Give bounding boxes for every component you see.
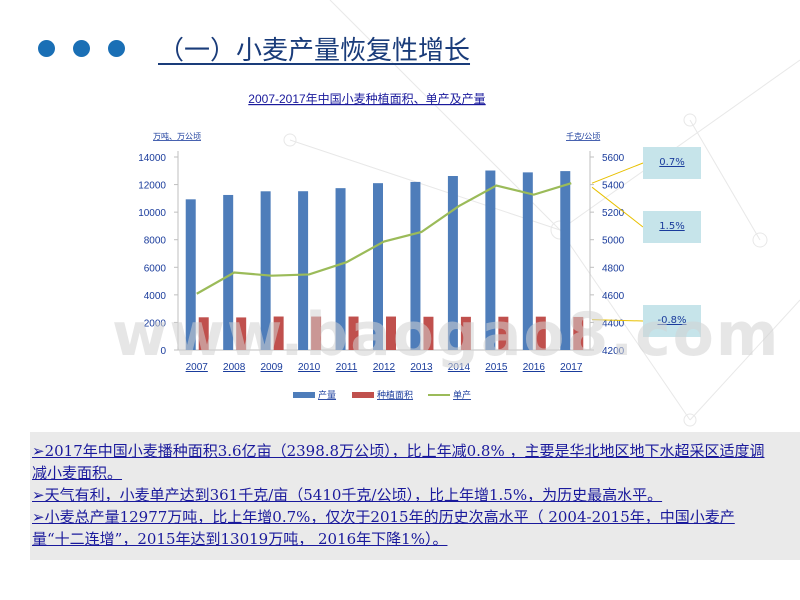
- x-tick-label: 2013: [410, 362, 433, 373]
- callout-area-change: -0.8%: [643, 305, 701, 337]
- left-tick-label: 12000: [138, 181, 166, 192]
- bar-output: [223, 194, 234, 350]
- bar-output: [447, 176, 458, 350]
- bar-output: [373, 183, 383, 350]
- left-tick-label: 8000: [144, 236, 167, 247]
- left-tick-label: 6000: [144, 263, 167, 274]
- dot-icon: [38, 40, 55, 57]
- x-tick-label: 2012: [373, 362, 396, 373]
- bar-output: [298, 191, 309, 350]
- right-tick-label: 4600: [602, 291, 625, 302]
- bar-area: [273, 316, 284, 350]
- bar-area: [311, 316, 322, 350]
- bullet-output: ➢小麦总产量12977万吨，比上年增0.7%，仅次于2015年的历史次高水平（ …: [32, 508, 735, 548]
- bar-output: [260, 191, 271, 350]
- right-tick-label: 4200: [602, 346, 625, 357]
- x-tick-label: 2008: [223, 362, 246, 373]
- bar-output: [185, 199, 196, 350]
- leader-line-output: [591, 162, 644, 184]
- bullet-area: ➢2017年中国小麦播种面积3.6亿亩（2398.8万公顷），比上年减0.8% …: [32, 442, 765, 482]
- legend-yield-label: 单产: [453, 389, 471, 400]
- leader-line-yield: [591, 186, 644, 228]
- bar-area: [573, 316, 584, 350]
- x-tick-label: 2016: [523, 362, 546, 373]
- right-tick-label: 4400: [602, 318, 625, 329]
- bar-area: [236, 317, 247, 350]
- x-tick-label: 2017: [560, 362, 583, 373]
- callout-output-change: 0.7%: [643, 147, 701, 179]
- x-tick-label: 2009: [261, 362, 284, 373]
- left-tick-label: 10000: [138, 208, 166, 219]
- left-tick-label: 14000: [138, 153, 166, 164]
- legend-area-label: 种植面积: [377, 389, 413, 400]
- left-tick-label: 0: [160, 346, 166, 357]
- x-tick-label: 2015: [485, 362, 508, 373]
- bar-area: [198, 317, 209, 350]
- legend-area-swatch: [352, 392, 374, 398]
- dot-icon: [108, 40, 125, 57]
- chart-title: 2007-2017年中国小麦种植面积、单产及产量: [248, 91, 485, 106]
- left-tick-label: 2000: [144, 318, 167, 329]
- bar-output: [560, 171, 571, 350]
- x-tick-label: 2007: [186, 362, 209, 373]
- x-tick-label: 2011: [336, 362, 358, 373]
- leader-line-area: [591, 319, 644, 322]
- slide-title: （一）小麦产量恢复性增长: [158, 36, 471, 66]
- bar-output: [485, 170, 496, 350]
- bar-area: [498, 316, 509, 350]
- decorative-dots: [38, 40, 125, 57]
- legend-output-label: 产量: [318, 389, 336, 400]
- right-tick-label: 5200: [602, 208, 625, 219]
- bar-output: [410, 181, 421, 350]
- yield-line: [196, 182, 572, 295]
- right-tick-label: 5000: [602, 236, 625, 247]
- bar-output: [522, 172, 533, 350]
- bar-area: [460, 316, 471, 350]
- bar-area: [348, 316, 359, 350]
- x-tick-label: 2014: [448, 362, 471, 373]
- bar-area: [535, 316, 546, 350]
- bar-area: [423, 316, 434, 350]
- bar-output: [335, 188, 346, 350]
- info-panel: ➢2017年中国小麦播种面积3.6亿亩（2398.8万公顷），比上年减0.8% …: [30, 432, 800, 560]
- right-axis-unit-label: 千克/公顷: [566, 131, 600, 141]
- left-axis-unit-label: 万吨、万公顷: [153, 131, 201, 141]
- bar-area: [386, 316, 396, 350]
- legend-output-swatch: [293, 392, 315, 398]
- dot-icon: [73, 40, 90, 57]
- x-tick-label: 2010: [298, 362, 321, 373]
- right-tick-label: 5400: [602, 181, 625, 192]
- right-tick-label: 5600: [602, 153, 625, 164]
- watermark: www.baogao8.com: [112, 300, 781, 370]
- bullet-yield: ➢天气有利，小麦单产达到361千克/亩（5410千克/公顷），比上年增1.5%，…: [32, 486, 663, 504]
- right-tick-label: 4800: [602, 263, 625, 274]
- callout-yield-change: 1.5%: [643, 211, 701, 243]
- left-tick-label: 4000: [144, 291, 167, 302]
